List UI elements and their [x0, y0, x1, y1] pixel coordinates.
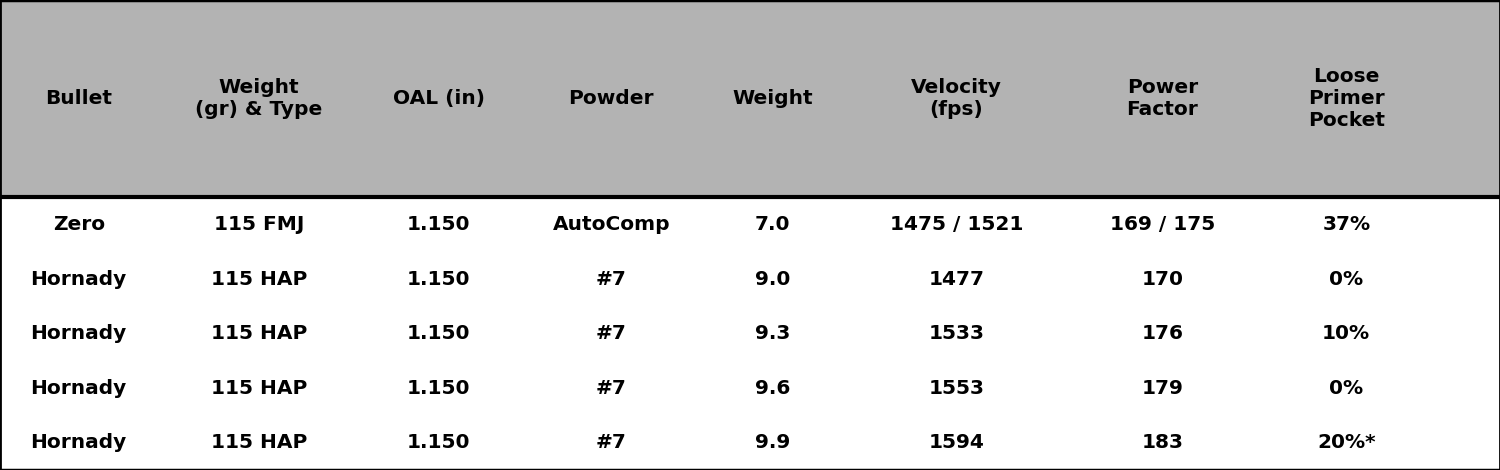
Text: 115 HAP: 115 HAP	[210, 324, 308, 343]
Text: Weight: Weight	[732, 89, 813, 108]
Text: #7: #7	[596, 433, 627, 452]
Text: Hornady: Hornady	[30, 324, 128, 343]
Text: 1.150: 1.150	[406, 215, 471, 234]
Text: Weight
(gr) & Type: Weight (gr) & Type	[195, 78, 322, 119]
Text: 1533: 1533	[928, 324, 984, 343]
Text: 1.150: 1.150	[406, 324, 471, 343]
Text: 183: 183	[1142, 433, 1184, 452]
Text: Loose
Primer
Pocket: Loose Primer Pocket	[1308, 67, 1384, 130]
Text: #7: #7	[596, 379, 627, 398]
Text: 170: 170	[1142, 270, 1184, 289]
Text: Powder: Powder	[568, 89, 654, 108]
Text: 0%: 0%	[1329, 379, 1364, 398]
Text: 176: 176	[1142, 324, 1184, 343]
Text: Zero: Zero	[53, 215, 105, 234]
Text: 115 HAP: 115 HAP	[210, 379, 308, 398]
Text: 1.150: 1.150	[406, 433, 471, 452]
Text: 9.0: 9.0	[754, 270, 790, 289]
Text: 1.150: 1.150	[406, 270, 471, 289]
Text: 1475 / 1521: 1475 / 1521	[890, 215, 1023, 234]
Bar	[0, 197, 1500, 252]
Text: 169 / 175: 169 / 175	[1110, 215, 1215, 234]
Text: Bullet: Bullet	[45, 89, 112, 108]
Text: 1594: 1594	[928, 433, 984, 452]
Text: Power
Factor: Power Factor	[1126, 78, 1198, 119]
Text: AutoComp: AutoComp	[552, 215, 670, 234]
Text: 1553: 1553	[928, 379, 984, 398]
Text: 7.0: 7.0	[754, 215, 790, 234]
Text: Hornady: Hornady	[30, 433, 128, 452]
Text: 1477: 1477	[928, 270, 984, 289]
Text: OAL (in): OAL (in)	[393, 89, 484, 108]
Text: 1.150: 1.150	[406, 379, 471, 398]
Bar	[0, 415, 1500, 470]
Text: 179: 179	[1142, 379, 1184, 398]
Text: Hornady: Hornady	[30, 379, 128, 398]
Text: 115 HAP: 115 HAP	[210, 270, 308, 289]
Text: #7: #7	[596, 324, 627, 343]
Bar	[0, 361, 1500, 415]
Text: 0%: 0%	[1329, 270, 1364, 289]
Bar	[0, 252, 1500, 306]
Text: 9.3: 9.3	[754, 324, 790, 343]
Text: 9.9: 9.9	[754, 433, 790, 452]
Bar	[0, 0, 1500, 197]
Text: Hornady: Hornady	[30, 270, 128, 289]
Text: #7: #7	[596, 270, 627, 289]
Text: Velocity
(fps): Velocity (fps)	[910, 78, 1002, 119]
Bar	[0, 306, 1500, 361]
Text: 20%*: 20%*	[1317, 433, 1376, 452]
Text: 37%: 37%	[1322, 215, 1371, 234]
Text: 115 HAP: 115 HAP	[210, 433, 308, 452]
Text: 10%: 10%	[1322, 324, 1371, 343]
Text: 115 FMJ: 115 FMJ	[213, 215, 304, 234]
Text: 9.6: 9.6	[754, 379, 790, 398]
